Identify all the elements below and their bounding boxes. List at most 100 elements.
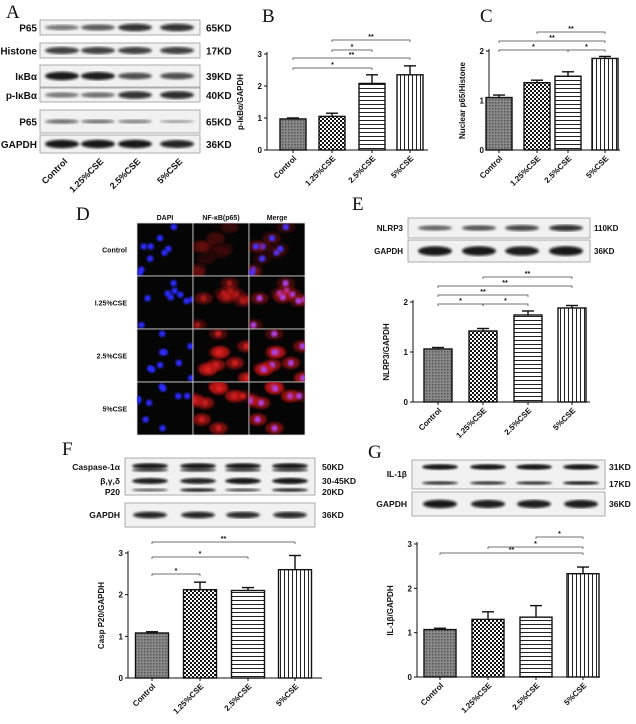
- blot-band: [160, 23, 194, 32]
- merged-nucleus: [254, 416, 261, 423]
- condition-label: I.25%CSE: [95, 301, 128, 308]
- significance-bracket: [498, 40, 606, 43]
- bar-1-25-cse: [523, 81, 551, 151]
- panel-a: P65 65KD Histone 17KD IκBα 39KD p-IκBα 40KD P65 6…: [0, 19, 232, 195]
- blot-band: [81, 92, 115, 98]
- blot-band: [549, 246, 583, 256]
- blot-band: [422, 481, 458, 485]
- nucleus: [183, 392, 191, 400]
- blot-band: [225, 488, 261, 492]
- nucleus: [177, 291, 184, 298]
- nucleus: [165, 245, 172, 253]
- blot-band: [563, 481, 599, 485]
- x-tick-label: 5%CSE: [584, 154, 611, 181]
- panel-g-blots: IL-1β 31KD 17KD GAPDH 36KD: [376, 459, 631, 517]
- x-tick-label: 2.5%CSE: [223, 682, 254, 713]
- x-tick-label: 5%CSE: [551, 406, 578, 433]
- significance-marker: *: [532, 44, 535, 51]
- blot-row-label: p-IκBα: [6, 91, 38, 102]
- blot-size-label: 36KD: [206, 140, 232, 151]
- nucleus: [161, 249, 168, 256]
- significance-bracket: [536, 31, 606, 34]
- blot-row-label: GAPDH: [1, 140, 37, 151]
- blot-band: [422, 464, 458, 470]
- chart-b: 0 1 2 3 p-IκBα/GAPDH Control 1.25%CSE 2.5%CSE 5%…: [236, 34, 428, 188]
- blot-band: [471, 499, 505, 509]
- merged-nucleus: [271, 330, 278, 337]
- x-tick-label: 1.25%CSE: [171, 682, 206, 717]
- nucleus: [156, 361, 164, 369]
- condition-label: 2.5%CSE: [97, 354, 128, 361]
- significance-marker: *: [585, 44, 588, 51]
- nucleus: [146, 255, 154, 262]
- channel-label: DAPI: [157, 215, 174, 222]
- significance-bracket: [482, 276, 573, 279]
- cytoplasm-signal: [193, 395, 203, 408]
- significance-bracket: [437, 294, 529, 297]
- blot-box: [407, 217, 591, 239]
- blot-band: [160, 46, 194, 55]
- significance-marker: **: [549, 35, 555, 42]
- lane-label: 1.25%CSE: [67, 156, 105, 194]
- cytoplasm-signal: [220, 223, 239, 234]
- nuclear-p65: [200, 295, 207, 302]
- bar-1-25-cse: [471, 618, 505, 678]
- y-tick-label: 2: [258, 82, 263, 91]
- cells: [147, 330, 193, 382]
- significance-marker: **: [509, 547, 515, 554]
- bar-2-5-cse: [554, 75, 582, 151]
- significance-marker: **: [502, 280, 508, 287]
- significance-marker: **: [349, 52, 355, 59]
- nucleus: [167, 294, 174, 301]
- blot-band: [225, 477, 261, 485]
- bar-1-25-cse: [468, 330, 498, 403]
- x-tick-label: 5%CSE: [562, 681, 589, 708]
- blot-band: [272, 477, 308, 485]
- nuclear-p65: [244, 374, 249, 382]
- blot-size-label: 110KD: [594, 224, 619, 233]
- significance-bracket: [482, 303, 529, 306]
- blot-size-label: 36KD: [322, 510, 344, 520]
- significance-marker: *: [558, 531, 561, 538]
- blot-row-label: GAPDH: [89, 510, 120, 520]
- merged-nucleus: [300, 374, 305, 382]
- channel-label: Merge: [267, 215, 288, 222]
- blot-row-label: GAPDH: [376, 499, 407, 509]
- x-tick-label: 1.25%CSE: [454, 406, 489, 441]
- panel-d: DAPI NF-κB(p65) Merge Control I.25%CSE 2.5%CS…: [95, 215, 306, 436]
- cells: [138, 280, 193, 329]
- bar-2-5-cse: [513, 314, 543, 403]
- y-axis-label: p-IκBα/GAPDH: [236, 74, 245, 130]
- blot-band: [517, 499, 551, 509]
- blot-band: [45, 119, 79, 124]
- panel-label-d: D: [76, 204, 90, 225]
- blot-band: [132, 477, 168, 485]
- blot-size-label: 36KD: [594, 247, 615, 256]
- micrograph-p65: [192, 328, 250, 383]
- x-tick-label: 2.5%CSE: [347, 154, 378, 185]
- x-tick-label: 1.25%CSE: [459, 681, 494, 716]
- y-tick-label: 2: [404, 298, 409, 307]
- significance-bracket: [151, 556, 249, 559]
- blot-size-label: 17KD: [609, 479, 631, 489]
- blot-band: [516, 464, 552, 470]
- lane-label: Control: [40, 156, 70, 186]
- micrograph-merge: [248, 328, 306, 383]
- bar-control: [485, 96, 513, 151]
- y-tick-label: 2: [119, 591, 124, 600]
- significance-bracket: [292, 57, 411, 60]
- blot-band: [226, 511, 260, 519]
- y-axis-label: Nuclear p65/Histone: [458, 61, 467, 138]
- blot-band: [118, 23, 152, 32]
- bar-control: [134, 632, 170, 679]
- micrograph-merge: [248, 275, 306, 330]
- blot-band: [132, 468, 168, 472]
- nuclear-p65: [223, 294, 230, 301]
- merged-nucleus: [249, 397, 253, 405]
- merged-nucleus: [252, 243, 259, 250]
- chart-c: 0 1 2 Nuclear p65/Histone Control 1.25%CSE 2.5…: [458, 26, 620, 188]
- significance-bracket: [331, 39, 411, 42]
- nucleus: [147, 243, 154, 250]
- nuclear-p65: [198, 416, 205, 423]
- blot-band: [160, 119, 194, 124]
